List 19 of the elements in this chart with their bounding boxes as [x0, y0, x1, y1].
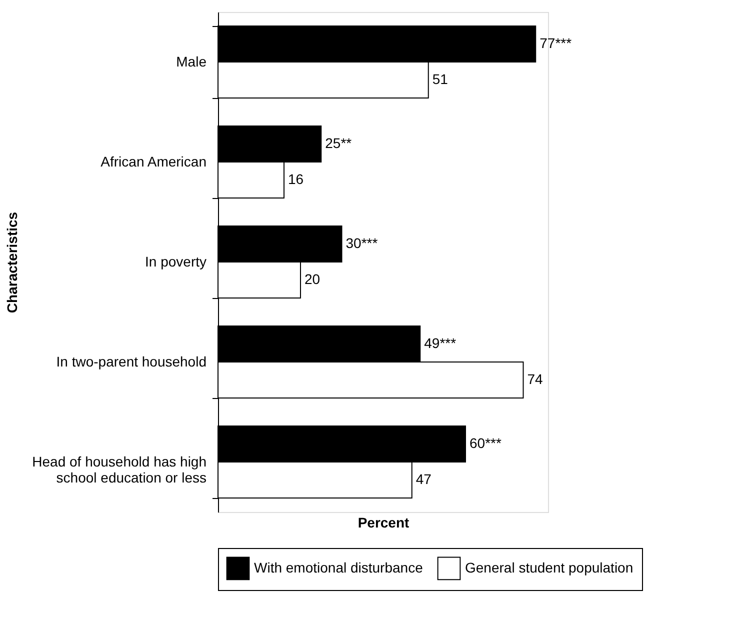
y-tick-label: Head of household has high school education or less	[32, 454, 206, 486]
data-label: 20	[304, 271, 320, 287]
y-tick-label: In two-parent household	[56, 354, 206, 370]
data-label: 77***	[540, 35, 572, 51]
data-label: 74	[527, 371, 544, 387]
y-tick-label: In poverty	[145, 254, 206, 270]
y-axis-title: Characteristics	[4, 212, 20, 314]
x-axis-title: Percent	[358, 514, 410, 530]
data-label: 30***	[346, 235, 378, 251]
data-label: 51	[432, 71, 448, 87]
data-label: 25**	[325, 135, 352, 151]
data-label: 49***	[424, 335, 457, 351]
y-tick-label: Male	[176, 54, 207, 70]
legend-label: With emotional disturbance	[254, 559, 424, 576]
data-label: 60***	[470, 435, 502, 451]
y-tick-label: African American	[100, 154, 206, 170]
legend-label: General student population	[465, 559, 634, 576]
data-label: 47	[416, 471, 432, 487]
data-label: 16	[288, 171, 304, 187]
